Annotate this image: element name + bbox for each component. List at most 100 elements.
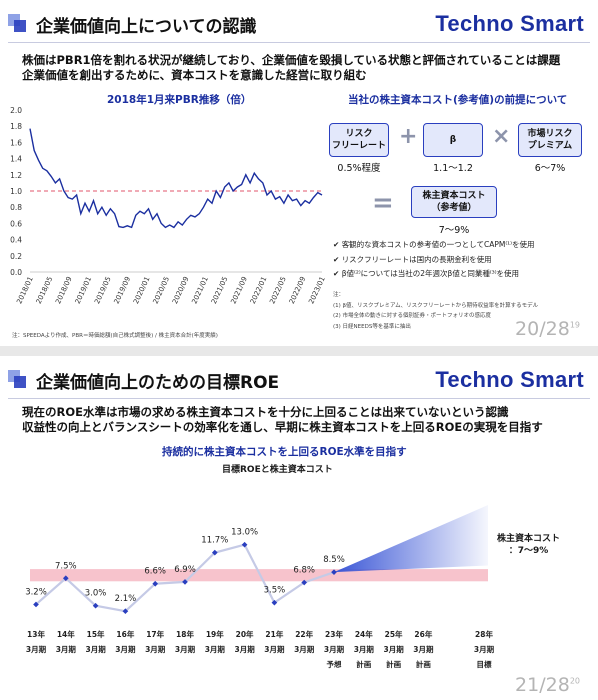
lead-line-2: 企業価値を創出するために、資本コストを意識した経営に取り組む	[22, 68, 367, 82]
note-item: (2) 市場全体の動きに対する個別証券・ポートフォリオの感応度	[333, 313, 492, 319]
note-item: (3) 日経NEEDS等を基準に抽出	[333, 323, 411, 330]
title-mark-icon	[8, 14, 26, 32]
y-tick-label: 0.8	[10, 203, 22, 212]
y-tick-label: 0.6	[10, 219, 22, 228]
pbr-series-line	[29, 128, 323, 229]
cost-of-equity-label-2: ：7～9%	[508, 546, 549, 556]
beta-box: β	[423, 123, 483, 157]
slide-title: 企業価値向上のための目標ROE	[36, 373, 280, 393]
y-tick-label: 1.4	[10, 155, 22, 164]
x-category-label: 3月期	[85, 644, 106, 654]
roe-banner-text: 持続的に株主資本コストを上回るROE水準を目指す	[162, 446, 407, 458]
roe-chart-title: 目標ROEと株主資本コスト	[222, 465, 333, 475]
title-divider	[8, 42, 590, 43]
roe-data-label: 3.5%	[264, 586, 286, 596]
roe-data-label: 8.5%	[323, 555, 345, 565]
x-tick-label: 2021/09	[229, 275, 249, 305]
x-category-label: 3月期	[56, 644, 77, 654]
beta-label: β	[449, 135, 457, 145]
lead-line-2: 収益性の向上とバランスシートの効率化を通し、早期に株主資本コストを上回るROEの…	[22, 420, 543, 434]
x-category-label: 14年	[57, 629, 75, 639]
x-tick-label: 2020/01	[132, 275, 152, 305]
page-number-sup: 20	[569, 676, 580, 686]
pbr-chart-title: 2018年1月来PBR推移（倍）	[103, 92, 256, 108]
x-category-label: 計画	[416, 659, 431, 669]
notes: 注： (1) β値、リスクプレミアム、リスクフリーレートから期待収益率を計算する…	[333, 290, 538, 332]
risk-free-value: 0.5%程度	[337, 163, 381, 174]
x-tick-label: 2020/09	[171, 275, 191, 305]
x-category-label: 計画	[386, 659, 401, 669]
cost-of-equity-label-1: 株主資本コスト	[422, 191, 486, 201]
roe-data-label: 3.0%	[85, 589, 107, 599]
cost-of-equity-label: 株主資本コスト ：7～9%	[497, 533, 560, 557]
roe-data-label: 7.5%	[55, 561, 77, 571]
page-number-text: 20/28	[515, 318, 570, 340]
x-category-label: 3月期	[26, 644, 47, 654]
assumption-item: ✔ β値⁽²⁾については当社の2年週次β値と同業種⁽³⁾を使用	[333, 267, 535, 282]
y-tick-label: 0.4	[10, 236, 22, 245]
roe-point	[182, 579, 188, 585]
y-tick-label: 1.0	[10, 187, 22, 196]
x-category-label: 23年	[325, 629, 343, 639]
x-category-label: 3月期	[294, 644, 315, 654]
cost-of-equity-label-1: 株主資本コスト	[497, 534, 561, 544]
x-category-label: 3月期	[205, 644, 226, 654]
x-tick-label: 2022/09	[288, 275, 308, 305]
equals-operator: =	[372, 188, 394, 218]
x-tick-label: 2022/05	[268, 275, 288, 305]
x-category-label: 目標	[477, 659, 492, 669]
cost-of-equity-box: 株主資本コスト （参考値）	[411, 186, 497, 218]
brand-logo: Techno Smart	[435, 11, 584, 36]
x-category-label: 予想	[327, 659, 342, 669]
x-category-label: 18年	[176, 629, 194, 639]
risk-free-box: リスク フリーレート	[329, 123, 389, 157]
pbr-chart: 0.0 0.2 0.4 0.6 0.8 1.0 1.2 1.4 1.6 1.8 2.0 2018/01…	[10, 106, 327, 305]
cost-title: 当社の株主資本コスト(参考値)の前提について	[344, 92, 572, 108]
page-number: 21/2820	[515, 674, 580, 696]
page-number-sup: 19	[569, 320, 580, 330]
check-icon: ✔	[333, 254, 340, 264]
market-premium-value: 6～7%	[534, 163, 566, 174]
y-tick-label: 1.6	[10, 138, 22, 147]
x-category-label: 13年	[27, 629, 45, 639]
roe-data-label: 2.1%	[115, 594, 137, 604]
plus-operator: +	[399, 124, 418, 149]
roe-chart: 3.2% 7.5% 3.0% 2.1% 6.6% 6.9% 11.7%13.0% 3.5% 6.…	[25, 505, 495, 669]
title-row: 企業価値向上のための目標ROE Techno Smart	[0, 364, 598, 396]
title-divider	[8, 398, 590, 399]
market-premium-label-1: 市場リスク	[527, 129, 573, 139]
x-category-label: 3月期	[324, 644, 345, 654]
assumption-text: β値⁽²⁾については当社の2年週次β値と同業種⁽³⁾を使用	[341, 269, 520, 278]
notes-title: 注：	[333, 292, 345, 298]
x-category-label: 3月期	[175, 644, 196, 654]
check-icon: ✔	[333, 269, 340, 278]
cost-of-equity-label-2: （参考値）	[431, 203, 477, 213]
x-category-label: 19年	[206, 629, 224, 639]
x-category-label: 16年	[116, 629, 134, 639]
y-tick-label: 2.0	[10, 106, 22, 115]
roe-data-label: 3.2%	[25, 587, 47, 597]
y-tick-label: 0.2	[10, 252, 22, 261]
x-category-label: 17年	[146, 629, 164, 639]
beta-value: 1.1～1.2	[433, 163, 473, 174]
lead-line-1: 株価はPBR1倍を割れる状況が継続しており、企業価値を毀損している状態と評価され…	[22, 53, 561, 67]
cost-of-equity-band	[30, 569, 488, 582]
roe-data-label: 6.8%	[293, 566, 315, 576]
roe-data-label: 13.0%	[231, 528, 258, 538]
note-item: (1) β値、リスクプレミアム、リスクフリーレートから期待収益率を計算するモデル	[333, 302, 539, 309]
market-premium-box: 市場リスク プレミアム	[518, 123, 582, 157]
assumption-list: ✔ 客観的な資本コストの参考値の一つとしてCAPM⁽¹⁾を使用 ✔ リスクフリー…	[333, 238, 535, 282]
x-category-label: 計画	[356, 659, 371, 669]
page-number-text: 21/28	[515, 674, 570, 696]
x-tick-label: 2019/01	[74, 275, 94, 305]
y-tick-label: 1.8	[10, 122, 22, 131]
x-category-label: 3月期	[145, 644, 166, 654]
slide-pbr: 企業価値向上についての認識 Techno Smart 株価はPBR1倍を割れる状…	[0, 0, 598, 346]
brand-logo: Techno Smart	[435, 367, 584, 392]
x-category-label: 25年	[385, 629, 403, 639]
x-tick-label: 2021/01	[190, 275, 210, 305]
x-tick-label: 2023/01	[307, 275, 327, 305]
times-operator: ×	[492, 124, 511, 149]
title-mark-icon	[8, 370, 26, 388]
x-category-label: 3月期	[383, 644, 404, 654]
